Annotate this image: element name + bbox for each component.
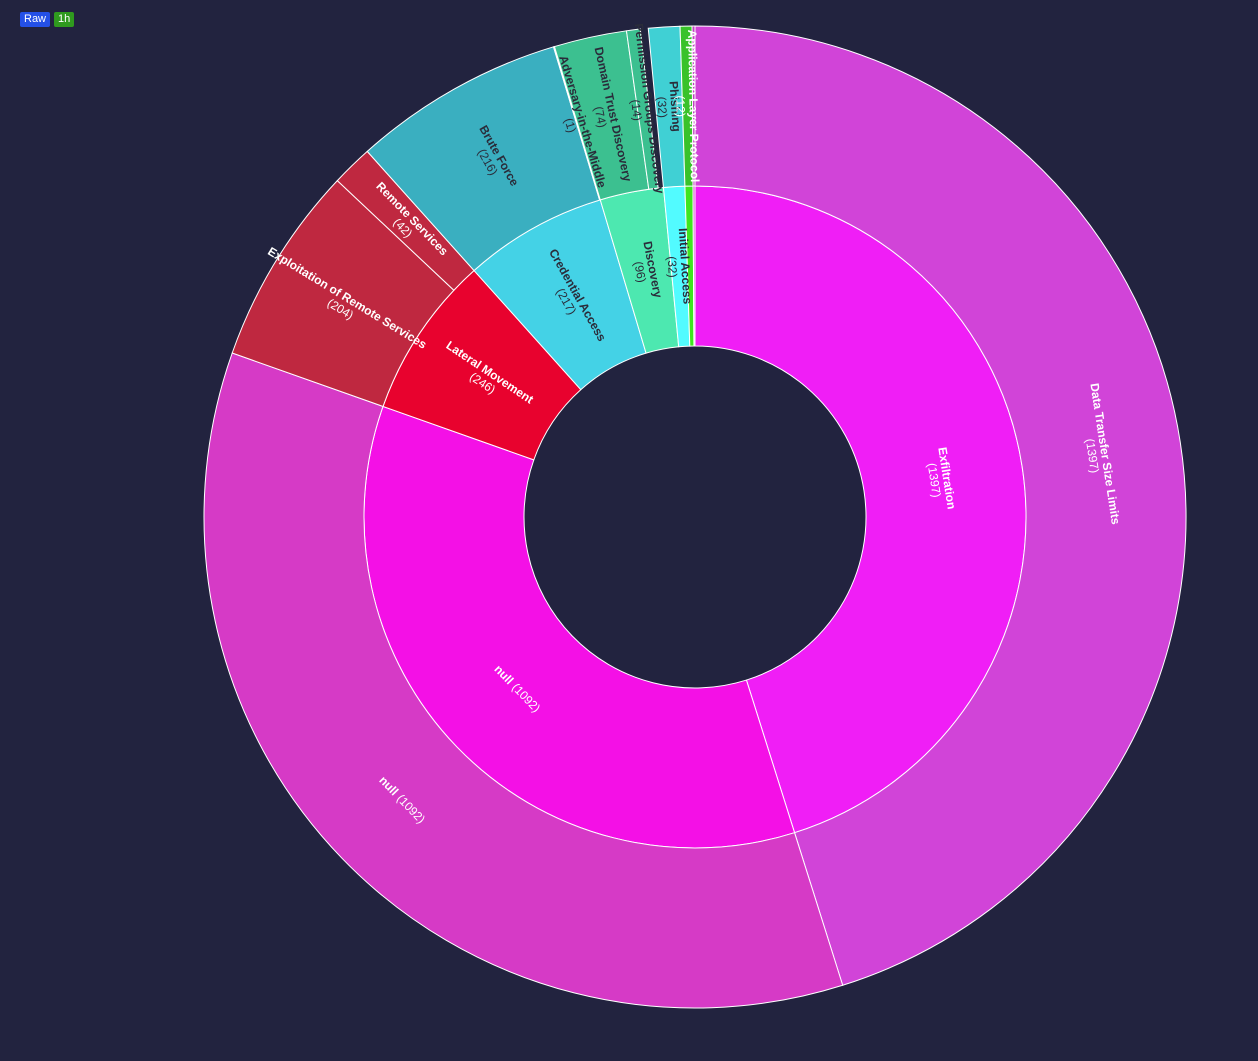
raw-badge[interactable]: Raw — [20, 12, 51, 27]
technique-segment-data-transfer-size-limits[interactable] — [694, 25, 1187, 986]
technique-segment-null[interactable] — [203, 352, 844, 1009]
sunburst-segments — [203, 25, 1187, 1009]
technique-segment-unlabeled[interactable] — [691, 25, 696, 187]
badge-bar: Raw 1h — [20, 12, 75, 27]
time-window-badge[interactable]: 1h — [54, 12, 75, 27]
technique-label-phishing: Phishing(32) — [654, 81, 684, 133]
technique-segment-permission-groups-discovery[interactable] — [625, 28, 659, 190]
technique-label-application-layer-protocol: Application Layer Protocol(12) — [672, 29, 702, 182]
tactic-label-initial-access: Initial Access(32) — [663, 228, 695, 306]
